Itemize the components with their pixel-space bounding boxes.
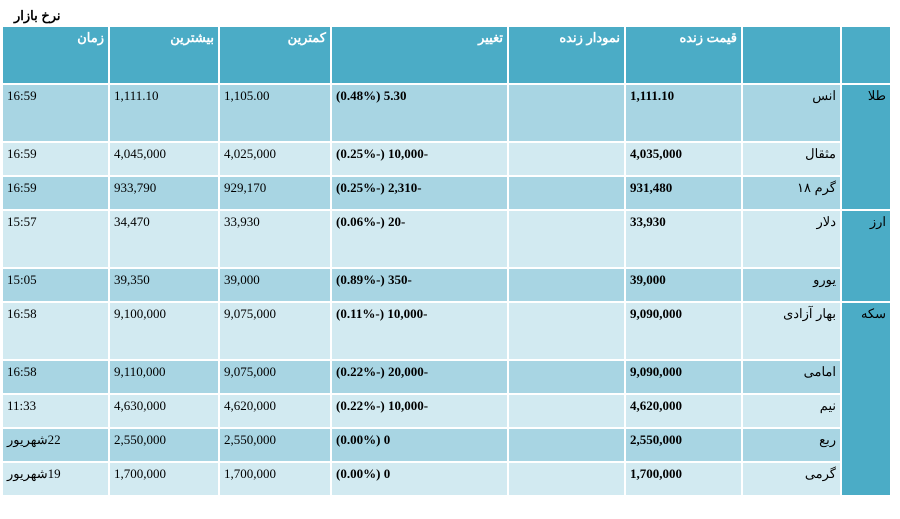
lowest-value: 33,930 [220,211,330,267]
live-chart-cell [509,303,624,359]
live-chart-cell [509,143,624,175]
change-value: -20 (-0.06%) [332,211,507,267]
lowest-value: 1,105.00 [220,85,330,141]
item-name: گرم ۱۸ [743,177,840,209]
time-value: 16:59 [3,143,108,175]
live-price: 4,620,000 [626,395,741,427]
item-name: امامی [743,361,840,393]
table-row: ارز دلار 33,930 -20 (-0.06%) 33,930 34,4… [3,211,890,301]
live-price: 1,111.10 [626,85,741,141]
change-value: -10,000 (-0.22%) [332,395,507,427]
header-highest: بیشترین [110,27,218,83]
lowest-value: 9,075,000 [220,303,330,359]
table-row: یورو 39,000 -350 (-0.89%) 39,000 39,350 … [3,269,890,301]
time-value: 22شهریور [3,429,108,461]
item-name: مثقال [743,143,840,175]
lowest-value: 4,620,000 [220,395,330,427]
table-row: مثقال 4,035,000 -10,000 (-0.25%) 4,025,0… [3,143,890,175]
live-price: 9,090,000 [626,361,741,393]
item-name: بهار آزادی [743,303,840,359]
time-value: 19شهریور [3,463,108,495]
highest-value: 39,350 [110,269,218,301]
highest-value: 34,470 [110,211,218,267]
lowest-value: 4,025,000 [220,143,330,175]
header-live-chart: نمودار زنده [509,27,624,83]
table-row: امامی 9,090,000 -20,000 (-0.22%) 9,075,0… [3,361,890,393]
highest-value: 1,111.10 [110,85,218,141]
live-chart-cell [509,269,624,301]
lowest-value: 2,550,000 [220,429,330,461]
header-lowest: کمترین [220,27,330,83]
change-value: -350 (-0.89%) [332,269,507,301]
group-label-currency: ارز [842,211,890,301]
header-group [842,27,890,83]
change-value: -10,000 (-0.25%) [332,143,507,175]
live-chart-cell [509,463,624,495]
table-row: نیم 4,620,000 -10,000 (-0.22%) 4,620,000… [3,395,890,427]
header-time: زمان [3,27,108,83]
time-value: 16:58 [3,303,108,359]
item-name: گرمی [743,463,840,495]
time-value: 16:59 [3,177,108,209]
live-price: 931,480 [626,177,741,209]
change-value: -10,000 (-0.11%) [332,303,507,359]
header-name [743,27,840,83]
change-value: 5.30 (0.48%) [332,85,507,141]
header-live-price: قیمت زنده [626,27,741,83]
highest-value: 9,100,000 [110,303,218,359]
live-price: 2,550,000 [626,429,741,461]
change-value: 0 (0.00%) [332,429,507,461]
market-rates-table: قیمت زنده نمودار زنده تغییر کمترین بیشتر… [1,25,892,497]
item-name: یورو [743,269,840,301]
highest-value: 1,700,000 [110,463,218,495]
live-price: 1,700,000 [626,463,741,495]
live-chart-cell [509,395,624,427]
live-chart-cell [509,361,624,393]
group-label-coin: سکه [842,303,890,495]
live-chart-cell [509,211,624,267]
lowest-value: 1,700,000 [220,463,330,495]
live-price: 4,035,000 [626,143,741,175]
live-price: 39,000 [626,269,741,301]
table-row: طلا انس 1,111.10 5.30 (0.48%) 1,105.00 1… [3,85,890,209]
live-chart-cell [509,85,624,141]
table-row: گرم ۱۸ 931,480 -2,310 (-0.25%) 929,170 9… [3,177,890,209]
time-value: 15:05 [3,269,108,301]
table-row: گرمی 1,700,000 0 (0.00%) 1,700,000 1,700… [3,463,890,495]
time-value: 11:33 [3,395,108,427]
time-value: 15:57 [3,211,108,267]
live-price: 33,930 [626,211,741,267]
table-row: ربع 2,550,000 0 (0.00%) 2,550,000 2,550,… [3,429,890,461]
item-name: انس [743,85,840,141]
table-row: سکه بهار آزادی 9,090,000 -10,000 (-0.11%… [3,303,890,495]
change-value: -20,000 (-0.22%) [332,361,507,393]
highest-value: 4,630,000 [110,395,218,427]
item-name: ربع [743,429,840,461]
item-name: نیم [743,395,840,427]
lowest-value: 9,075,000 [220,361,330,393]
lowest-value: 929,170 [220,177,330,209]
live-chart-cell [509,177,624,209]
highest-value: 4,045,000 [110,143,218,175]
highest-value: 933,790 [110,177,218,209]
page-title: نرخ بازار [14,8,61,23]
live-price: 9,090,000 [626,303,741,359]
header-change: تغییر [332,27,507,83]
change-value: -2,310 (-0.25%) [332,177,507,209]
item-name: دلار [743,211,840,267]
time-value: 16:58 [3,361,108,393]
highest-value: 9,110,000 [110,361,218,393]
lowest-value: 39,000 [220,269,330,301]
time-value: 16:59 [3,85,108,141]
change-value: 0 (0.00%) [332,463,507,495]
header-row: قیمت زنده نمودار زنده تغییر کمترین بیشتر… [3,27,890,83]
highest-value: 2,550,000 [110,429,218,461]
group-label-gold: طلا [842,85,890,209]
live-chart-cell [509,429,624,461]
